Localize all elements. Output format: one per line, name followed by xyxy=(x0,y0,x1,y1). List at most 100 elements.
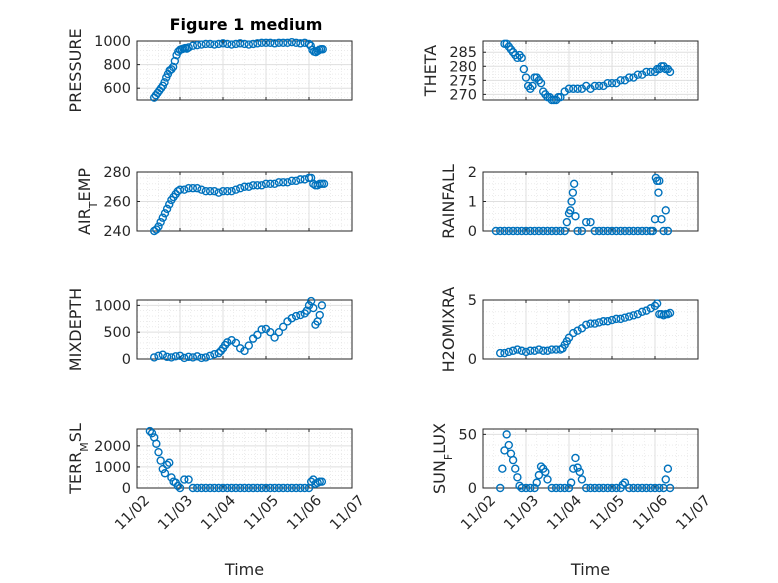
data-point xyxy=(315,310,324,320)
data-point xyxy=(223,186,232,196)
data-point xyxy=(650,301,660,311)
data-point xyxy=(646,483,655,493)
y-tick-label: 500 xyxy=(103,325,131,341)
data-point xyxy=(318,45,327,54)
x-tick-label: 11/05 xyxy=(241,493,282,534)
axes-box xyxy=(482,299,699,360)
data-point xyxy=(569,328,578,338)
data-point xyxy=(620,478,630,487)
data-point xyxy=(261,483,271,493)
data-point xyxy=(534,470,544,480)
y-tick-label: 5 xyxy=(468,293,477,309)
data-point xyxy=(287,314,296,323)
data-point xyxy=(184,352,193,362)
data-point xyxy=(261,179,271,189)
data-point xyxy=(248,39,258,49)
data-point xyxy=(568,188,578,197)
data-point xyxy=(270,333,279,342)
data-point xyxy=(543,475,552,484)
data-point xyxy=(526,346,535,355)
data-point xyxy=(508,455,518,465)
data-point xyxy=(156,217,165,227)
data-point xyxy=(192,184,202,193)
data-point xyxy=(227,336,236,345)
subplot-mixdepth: 0 500 1000 MIXDEPTH xyxy=(66,288,353,371)
data-point xyxy=(214,348,223,358)
data-point xyxy=(296,483,305,493)
data-point xyxy=(511,464,520,473)
data-point xyxy=(158,350,168,359)
data-point xyxy=(149,226,159,236)
data-point xyxy=(566,478,576,487)
data-point xyxy=(521,483,531,493)
data-point xyxy=(257,483,266,493)
data-point xyxy=(270,483,279,493)
data-point xyxy=(188,353,198,362)
y-axis-label: H2OMIXRA xyxy=(439,287,458,373)
axes-box xyxy=(482,40,699,101)
data-point xyxy=(240,346,249,356)
data-point xyxy=(513,473,522,482)
data-point xyxy=(188,184,198,193)
data-point xyxy=(500,446,509,455)
data-point xyxy=(180,185,189,194)
data-point xyxy=(160,209,170,218)
data-point xyxy=(612,226,621,236)
data-point xyxy=(240,483,249,493)
data-point xyxy=(197,40,206,49)
data-point xyxy=(513,226,522,236)
data-point xyxy=(642,306,651,315)
data-point xyxy=(231,338,241,348)
data-point xyxy=(296,39,305,48)
y-tick-label: 260 xyxy=(103,195,131,211)
data-point xyxy=(607,78,617,88)
data-point xyxy=(279,322,288,332)
figure-title: Figure 1 medium xyxy=(170,15,323,34)
data-point xyxy=(665,483,675,493)
data-point xyxy=(564,84,574,93)
data-point xyxy=(205,186,215,196)
data-point xyxy=(496,226,505,236)
data-point xyxy=(287,37,296,47)
x-tick-label: 11/06 xyxy=(284,493,325,534)
data-point xyxy=(530,483,539,493)
x-tick-label: 11/07 xyxy=(327,493,368,534)
y-tick-label: 600 xyxy=(103,81,131,97)
data-point xyxy=(586,319,595,328)
data-point xyxy=(154,351,163,360)
data-point xyxy=(603,78,612,88)
y-axis-label: MIXDEPTH xyxy=(66,288,85,371)
y-tick-label: 0 xyxy=(122,352,131,368)
data-point xyxy=(496,483,505,493)
y-axis-label: RAINFALL xyxy=(439,164,458,239)
data-point xyxy=(571,212,580,221)
data-point xyxy=(184,475,193,484)
data-point xyxy=(296,310,305,320)
data-point xyxy=(304,301,314,310)
data-point xyxy=(642,67,651,77)
data-point xyxy=(603,317,612,326)
data-point xyxy=(629,483,638,493)
data-point xyxy=(575,467,584,477)
data-point xyxy=(517,53,526,63)
data-point xyxy=(210,40,219,49)
data-point xyxy=(197,353,206,363)
y-tick-label: 1 xyxy=(468,195,477,211)
y-tick-label: 2000 xyxy=(94,439,131,455)
data-point xyxy=(253,330,262,340)
data-point xyxy=(317,477,327,486)
data-point xyxy=(253,39,262,48)
data-point xyxy=(599,483,608,493)
data-point xyxy=(519,64,529,74)
data-point xyxy=(158,464,168,474)
data-point xyxy=(491,226,501,236)
data-point xyxy=(625,226,634,236)
data-point xyxy=(145,426,155,436)
data-point xyxy=(231,483,241,493)
data-point xyxy=(625,483,634,493)
data-point xyxy=(300,483,309,493)
data-point xyxy=(167,473,176,482)
x-tick-label: 11/03 xyxy=(501,493,542,534)
data-point xyxy=(629,226,638,236)
data-point xyxy=(603,226,612,236)
